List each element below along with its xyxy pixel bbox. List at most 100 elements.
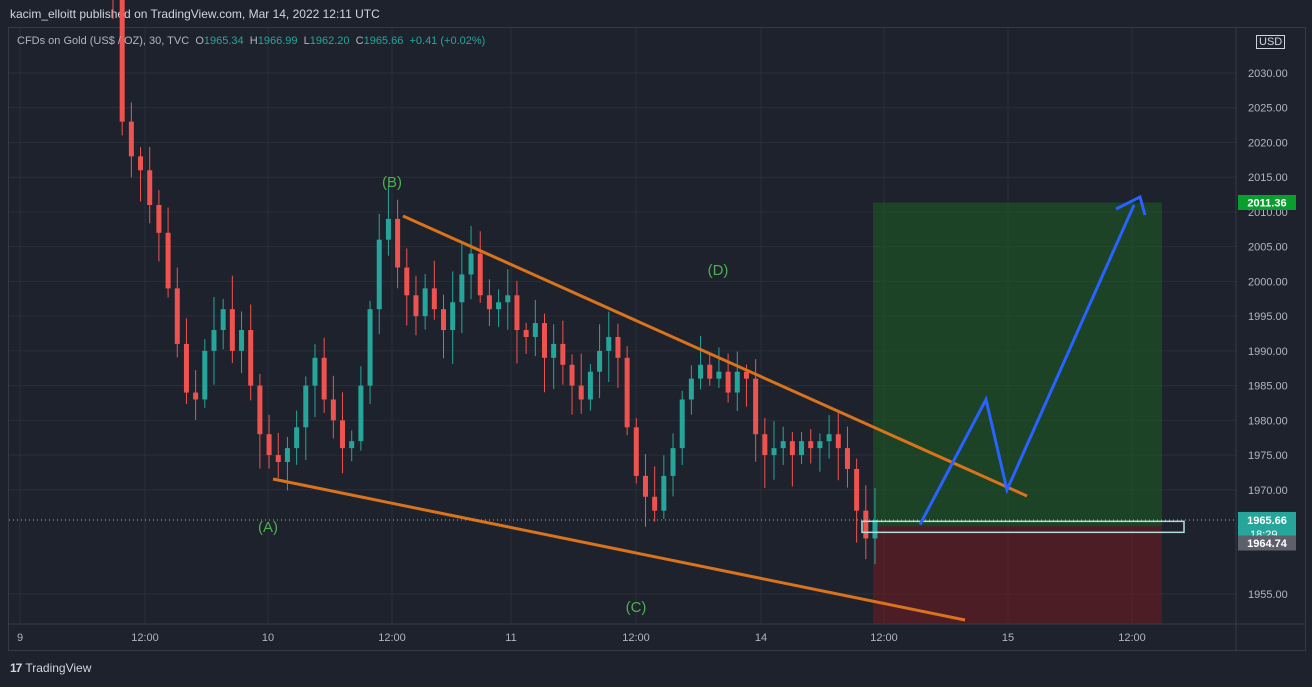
candle-body bbox=[284, 448, 290, 463]
candle-body bbox=[670, 448, 676, 476]
x-tick-label: 14 bbox=[755, 632, 767, 644]
candle-body bbox=[762, 434, 768, 456]
footer: 17 TradingView bbox=[10, 661, 91, 675]
candle-body bbox=[532, 323, 538, 337]
y-tick-label: 2025.00 bbox=[1248, 103, 1288, 115]
candle-body bbox=[312, 357, 318, 386]
candle-body bbox=[633, 427, 639, 476]
lower-trendline bbox=[272, 477, 966, 622]
candle-body bbox=[486, 295, 492, 310]
candle-body bbox=[514, 295, 520, 331]
y-tick-label: 1975.00 bbox=[1248, 450, 1288, 462]
x-tick-label: 12:00 bbox=[1118, 632, 1146, 644]
candle-body bbox=[523, 330, 529, 337]
candle-body bbox=[707, 364, 713, 379]
candle-body bbox=[844, 448, 850, 469]
legend-high-label: H bbox=[249, 35, 258, 47]
legend-high: 1966.99 bbox=[257, 35, 298, 47]
footer-brand: TradingView bbox=[25, 661, 92, 675]
x-tick-label: 15 bbox=[1002, 632, 1014, 644]
y-tick-label: 1970.00 bbox=[1248, 485, 1288, 497]
symbol-legend: CFDs on Gold (US$ / OZ), 30, TVC O1965.3… bbox=[17, 35, 485, 47]
chart-frame bbox=[8, 27, 1306, 651]
candle-body bbox=[817, 441, 823, 449]
candle-body bbox=[642, 475, 648, 497]
candle-body bbox=[771, 448, 777, 456]
entry-price-label: 1964.74 bbox=[1247, 538, 1288, 550]
candle-body bbox=[808, 441, 814, 449]
y-tick-label: 2030.00 bbox=[1248, 68, 1288, 80]
candle-body bbox=[698, 364, 704, 379]
candles bbox=[112, 0, 878, 565]
y-tick-label: 1955.00 bbox=[1248, 589, 1288, 601]
candle-body bbox=[789, 441, 795, 456]
target-price-label: 2011.36 bbox=[1247, 197, 1286, 209]
candle-body bbox=[229, 309, 235, 351]
wave-label: (B) bbox=[382, 174, 402, 191]
stop-zone bbox=[873, 526, 1162, 624]
candle-body bbox=[578, 385, 584, 400]
projection-arrow-head bbox=[1115, 194, 1147, 216]
candle-body bbox=[854, 468, 860, 511]
candle-body bbox=[156, 204, 162, 233]
candle-body bbox=[450, 302, 456, 331]
legend-open: 1965.34 bbox=[203, 35, 244, 47]
candle-body bbox=[606, 336, 612, 351]
candle-body bbox=[220, 309, 226, 331]
x-tick-label: 11 bbox=[505, 632, 516, 644]
target-price-label-bg bbox=[1238, 194, 1296, 210]
legend-open-label: O bbox=[195, 35, 204, 47]
legend-close: 1965.66 bbox=[363, 35, 404, 47]
candle-body bbox=[441, 309, 447, 331]
candle-body bbox=[303, 385, 309, 428]
x-tick-label: 12:00 bbox=[622, 632, 650, 644]
candle-body bbox=[413, 295, 419, 317]
candle-body bbox=[551, 343, 557, 358]
y-tick-label: 2015.00 bbox=[1248, 172, 1288, 184]
candle-body bbox=[734, 371, 740, 393]
candle-body bbox=[202, 350, 208, 400]
candle-body bbox=[165, 232, 171, 289]
candle-body bbox=[780, 441, 786, 449]
candle-body bbox=[826, 434, 832, 442]
x-tick-label: 12:00 bbox=[378, 632, 406, 644]
legend-change: +0.41 (+0.02%) bbox=[409, 35, 486, 47]
candle-body bbox=[119, 0, 125, 122]
candle-body bbox=[541, 323, 547, 358]
candle-body bbox=[330, 399, 336, 421]
candle-body bbox=[257, 385, 263, 435]
legend-low-label: L bbox=[303, 35, 310, 47]
candle-body bbox=[275, 455, 281, 463]
candle-body bbox=[266, 434, 272, 456]
candle-body bbox=[376, 239, 382, 310]
y-tick-label: 1985.00 bbox=[1248, 381, 1288, 393]
currency-button[interactable]: USD bbox=[1256, 35, 1286, 49]
legend-symbol: CFDs on Gold (US$ / OZ), 30, TVC bbox=[17, 35, 190, 47]
candle-body bbox=[321, 357, 327, 400]
x-axis: 9 12:00 10 12:00 11 12:00 14 12:00 15 12:00 bbox=[9, 623, 1305, 644]
tradingview-logo-icon: 17 bbox=[10, 661, 22, 675]
candle-body bbox=[358, 385, 364, 442]
y-tick-label: 2005.00 bbox=[1248, 242, 1288, 254]
candle-body bbox=[128, 121, 134, 157]
y-tick-label: 2000.00 bbox=[1248, 276, 1288, 288]
candle-body bbox=[863, 510, 869, 539]
publish-line: kacim_elloitt published on TradingView.c… bbox=[10, 7, 380, 21]
candle-body bbox=[367, 309, 373, 386]
candle-body bbox=[661, 475, 667, 511]
candle-body bbox=[183, 343, 189, 393]
projection-arrow bbox=[918, 204, 1136, 526]
candle-body bbox=[340, 420, 346, 449]
position-zones bbox=[873, 202, 1162, 624]
candle-body bbox=[716, 371, 722, 379]
candle-body bbox=[872, 519, 878, 539]
candle-body bbox=[294, 427, 300, 449]
x-tick-label: 10 bbox=[262, 632, 274, 644]
wave-label: (D) bbox=[708, 262, 729, 279]
candle-body bbox=[349, 441, 355, 449]
candle-body bbox=[431, 288, 437, 310]
y-tick-label: 2020.00 bbox=[1248, 137, 1288, 149]
legend-low: 1962.20 bbox=[309, 35, 350, 47]
